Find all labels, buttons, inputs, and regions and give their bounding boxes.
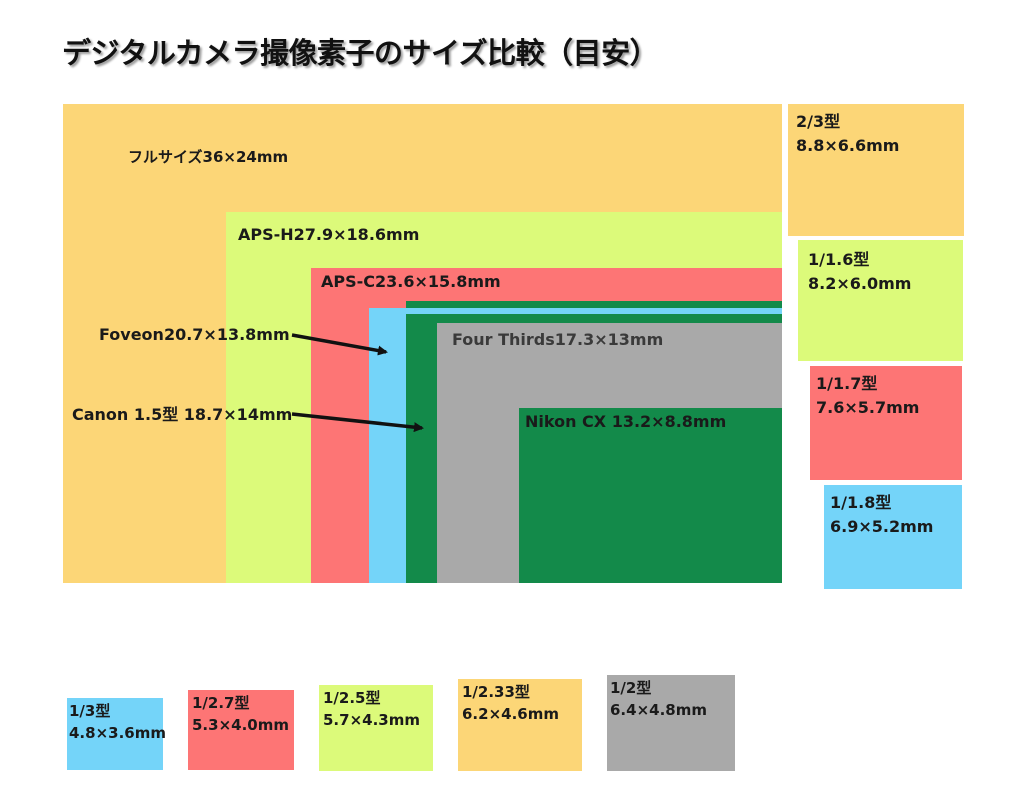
sensor-1-1-6: 1/1.6型 8.2×6.0mm	[798, 240, 963, 361]
label-foveon: Foveon20.7×13.8mm	[99, 325, 290, 344]
sensor-1-1-6-type: 1/1.6型	[808, 250, 870, 269]
sensor-1-3: 1/3型 4.8×3.6mm	[67, 698, 166, 770]
sensor-1-1-8-type: 1/1.8型	[830, 493, 892, 512]
sensor-1-2-33-type: 1/2.33型	[462, 683, 530, 701]
label-aps-h: APS-H27.9×18.6mm	[238, 225, 420, 244]
sensor-1-2-7-size: 5.3×4.0mm	[192, 716, 289, 734]
label-canon-1-5: Canon 1.5型 18.7×14mm	[72, 405, 293, 424]
sensor-1-2: 1/2型 6.4×4.8mm	[607, 675, 735, 771]
sensor-nikon-cx	[519, 408, 782, 583]
label-nikon-cx: Nikon CX 13.2×8.8mm	[525, 412, 727, 431]
sensor-1-3-type: 1/3型	[69, 702, 111, 720]
sensor-1-3-size: 4.8×3.6mm	[69, 724, 166, 742]
sensor-1-2-5: 1/2.5型 5.7×4.3mm	[319, 685, 433, 771]
page-title: デジタルカメラ撮像素子のサイズ比較（目安）	[62, 36, 659, 70]
sensor-foveon-top-strip	[406, 308, 782, 314]
sensor-1-2-33: 1/2.33型 6.2×4.6mm	[458, 679, 582, 771]
sensor-1-2-7: 1/2.7型 5.3×4.0mm	[188, 690, 294, 770]
label-aps-c: APS-C23.6×15.8mm	[321, 272, 501, 291]
sensor-1-2-5-size: 5.7×4.3mm	[323, 711, 420, 729]
label-four-thirds: Four Thirds17.3×13mm	[452, 330, 664, 349]
sensor-2-3: 2/3型 8.8×6.6mm	[788, 104, 964, 236]
sensor-1-2-7-type: 1/2.7型	[192, 694, 250, 712]
sensor-1-2-5-type: 1/2.5型	[323, 689, 381, 707]
sensor-1-1-6-size: 8.2×6.0mm	[808, 274, 912, 293]
label-full-frame: フルサイズ36×24mm	[128, 148, 289, 166]
sensor-2-3-type: 2/3型	[796, 112, 841, 131]
sensor-1-2-33-size: 6.2×4.6mm	[462, 705, 559, 723]
sensor-1-1-8-size: 6.9×5.2mm	[830, 517, 934, 536]
sensor-1-1-7: 1/1.7型 7.6×5.7mm	[810, 366, 962, 480]
sensor-1-1-8: 1/1.8型 6.9×5.2mm	[824, 485, 962, 589]
sensor-1-1-7-size: 7.6×5.7mm	[816, 398, 920, 417]
sensor-1-2-type: 1/2型	[610, 679, 652, 697]
sensor-2-3-size: 8.8×6.6mm	[796, 136, 900, 155]
sensor-1-2-size: 6.4×4.8mm	[610, 701, 707, 719]
sensor-1-1-7-type: 1/1.7型	[816, 374, 878, 393]
